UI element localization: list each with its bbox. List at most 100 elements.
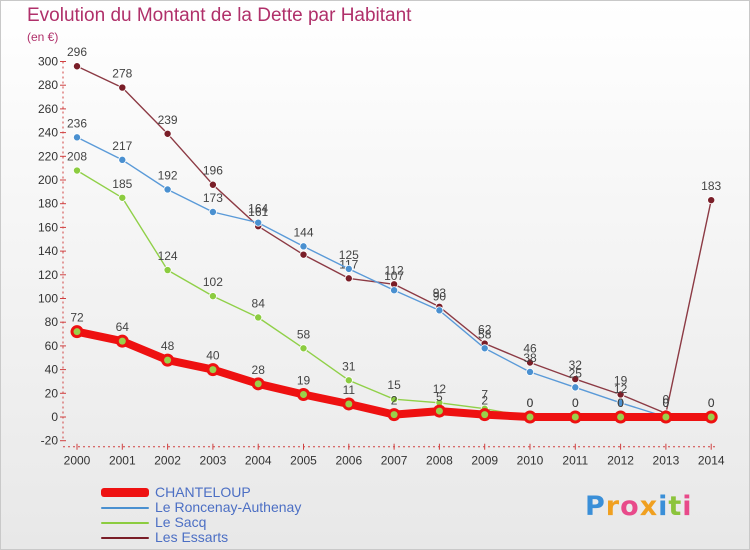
data-label: 102 <box>203 275 223 289</box>
data-label: 12 <box>433 382 447 396</box>
data-label: 107 <box>384 269 404 283</box>
data-label: 125 <box>339 248 359 262</box>
brand-letter: t <box>668 491 683 522</box>
data-point-center <box>254 380 262 388</box>
x-tick-label: 2012 <box>607 454 634 468</box>
y-tick-label: 300 <box>38 55 58 69</box>
x-tick-label: 2013 <box>653 454 680 468</box>
data-label: 58 <box>478 327 492 341</box>
series-line <box>76 136 667 418</box>
brand-letter: r <box>605 491 621 522</box>
data-label: 0 <box>572 396 579 410</box>
data-point <box>73 166 82 175</box>
y-tick-label: 180 <box>38 197 58 211</box>
data-point <box>344 274 353 283</box>
data-label: 19 <box>614 373 628 387</box>
data-label: 12 <box>614 382 628 396</box>
legend-swatch <box>101 536 149 539</box>
x-tick-label: 2001 <box>109 454 136 468</box>
data-point <box>526 367 535 376</box>
data-point <box>616 390 625 399</box>
data-label: 62 <box>478 323 492 337</box>
y-tick-label: 220 <box>38 149 58 163</box>
chart-unit: (en €) <box>27 30 59 44</box>
data-point-center <box>617 413 625 421</box>
y-tick-label: 0 <box>51 410 58 424</box>
data-point-center <box>662 413 670 421</box>
x-tick-label: 2008 <box>426 454 453 468</box>
data-label: 28 <box>252 363 266 377</box>
data-label: 183 <box>701 179 721 193</box>
legend-label: Le Sacq <box>155 514 207 530</box>
y-tick-label: 120 <box>38 268 58 282</box>
data-label: 64 <box>116 320 130 334</box>
legend-swatch <box>101 506 149 509</box>
data-label: 0 <box>663 396 670 410</box>
x-tick-label: 2011 <box>562 454 588 468</box>
data-point-center <box>707 413 715 421</box>
x-tick-label: 2003 <box>200 454 227 468</box>
data-label: 0 <box>663 396 670 410</box>
data-point <box>73 62 82 71</box>
legend-item: Le Sacq <box>101 515 301 530</box>
data-label: 144 <box>293 225 313 239</box>
data-label: 112 <box>385 263 404 277</box>
legend-item: CHANTELOUP <box>101 485 301 500</box>
data-point <box>616 398 625 407</box>
data-point-center <box>164 356 172 364</box>
data-point <box>480 344 489 353</box>
data-point <box>118 193 127 202</box>
brand-letter: P <box>585 491 606 522</box>
data-label: 0 <box>617 396 624 410</box>
x-tick-label: 2004 <box>245 454 272 468</box>
data-label: 0 <box>708 396 715 410</box>
data-point <box>571 375 580 384</box>
x-tick-label: 2014 <box>698 454 725 468</box>
x-tick-label: 2000 <box>64 454 91 468</box>
chart-title: Evolution du Montant de la Dette par Hab… <box>27 5 412 26</box>
data-point <box>208 180 217 189</box>
data-point <box>254 313 263 322</box>
legend-label: CHANTELOUP <box>155 484 251 500</box>
data-label: 2 <box>481 394 488 408</box>
x-tick-label: 2002 <box>154 454 181 468</box>
data-label: 0 <box>527 396 534 410</box>
legend-item: Le Roncenay-Authenay <box>101 500 301 515</box>
data-label: 58 <box>297 327 311 341</box>
data-point-center <box>435 407 443 415</box>
data-point <box>526 358 535 367</box>
y-tick-label: 240 <box>38 126 58 140</box>
data-point <box>299 242 308 251</box>
legend-item: Les Essarts <box>101 530 301 545</box>
data-label: 0 <box>527 396 534 410</box>
data-label: 296 <box>67 45 87 59</box>
data-point <box>299 250 308 259</box>
data-label: 208 <box>67 150 87 164</box>
y-tick-label: 260 <box>38 102 58 116</box>
data-point-center <box>209 366 217 374</box>
data-label: 239 <box>158 113 178 127</box>
data-point <box>299 344 308 353</box>
y-tick-label: 40 <box>45 363 59 377</box>
brand-logo: Proxiti <box>585 491 693 522</box>
data-point-center <box>571 413 579 421</box>
data-point <box>73 133 82 142</box>
data-point <box>344 264 353 273</box>
data-point <box>254 218 263 227</box>
data-label: 0 <box>708 396 715 410</box>
data-point <box>118 83 127 92</box>
legend-label: Les Essarts <box>155 529 229 545</box>
data-label: 236 <box>67 116 87 130</box>
data-point <box>435 306 444 315</box>
brand-letter: i <box>682 491 693 522</box>
data-label: 0 <box>617 396 624 410</box>
data-label: 90 <box>433 289 447 303</box>
legend-swatch <box>101 488 149 497</box>
data-point <box>208 207 217 216</box>
data-point-center <box>300 390 307 398</box>
y-tick-label: 20 <box>45 386 59 400</box>
brand-letter: i <box>658 491 669 522</box>
data-label: 7 <box>481 388 488 402</box>
